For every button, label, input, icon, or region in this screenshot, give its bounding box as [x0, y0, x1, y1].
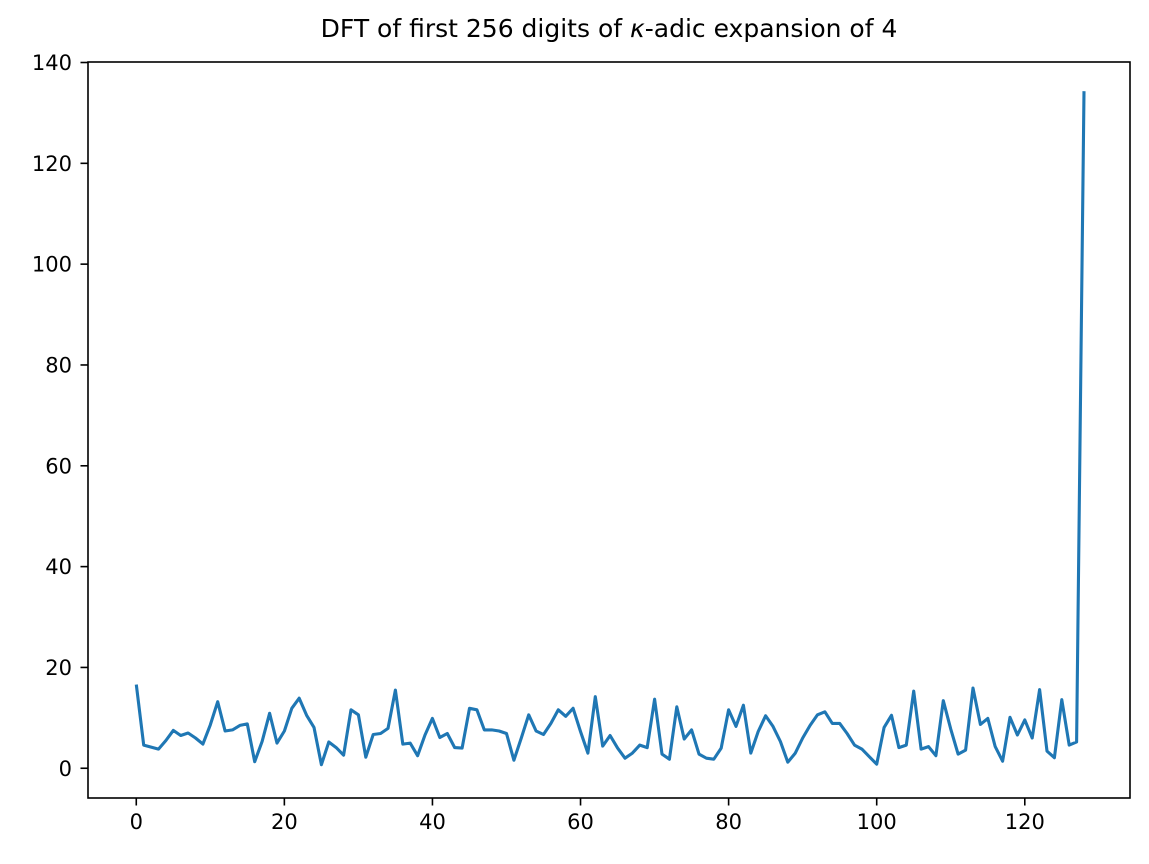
chart-title: DFT of first 256 digits of κ-adic expans…	[88, 14, 1130, 44]
chart-title-kappa: κ	[630, 14, 645, 43]
y-tick-label: 0	[59, 757, 72, 781]
x-tick-label: 120	[1005, 810, 1045, 834]
y-tick-label: 40	[45, 555, 72, 579]
y-tick-label: 20	[45, 656, 72, 680]
x-tick-label: 60	[567, 810, 594, 834]
x-tick-label: 20	[271, 810, 298, 834]
chart-title-suffix: -adic expansion of 4	[644, 14, 898, 43]
x-tick-label: 0	[130, 810, 143, 834]
x-tick-label: 100	[857, 810, 897, 834]
chart-title-prefix: DFT of first 256 digits of	[320, 14, 630, 43]
y-tick-label: 100	[32, 253, 72, 277]
y-tick-label: 120	[32, 152, 72, 176]
y-tick-label: 60	[45, 454, 72, 478]
x-tick-label: 40	[419, 810, 446, 834]
axes-frame	[87, 61, 1131, 799]
y-tick-label: 80	[45, 353, 72, 377]
x-tick-label: 80	[715, 810, 742, 834]
dft-magnitude-line	[134, 91, 1086, 767]
y-tick-label: 140	[32, 51, 72, 75]
